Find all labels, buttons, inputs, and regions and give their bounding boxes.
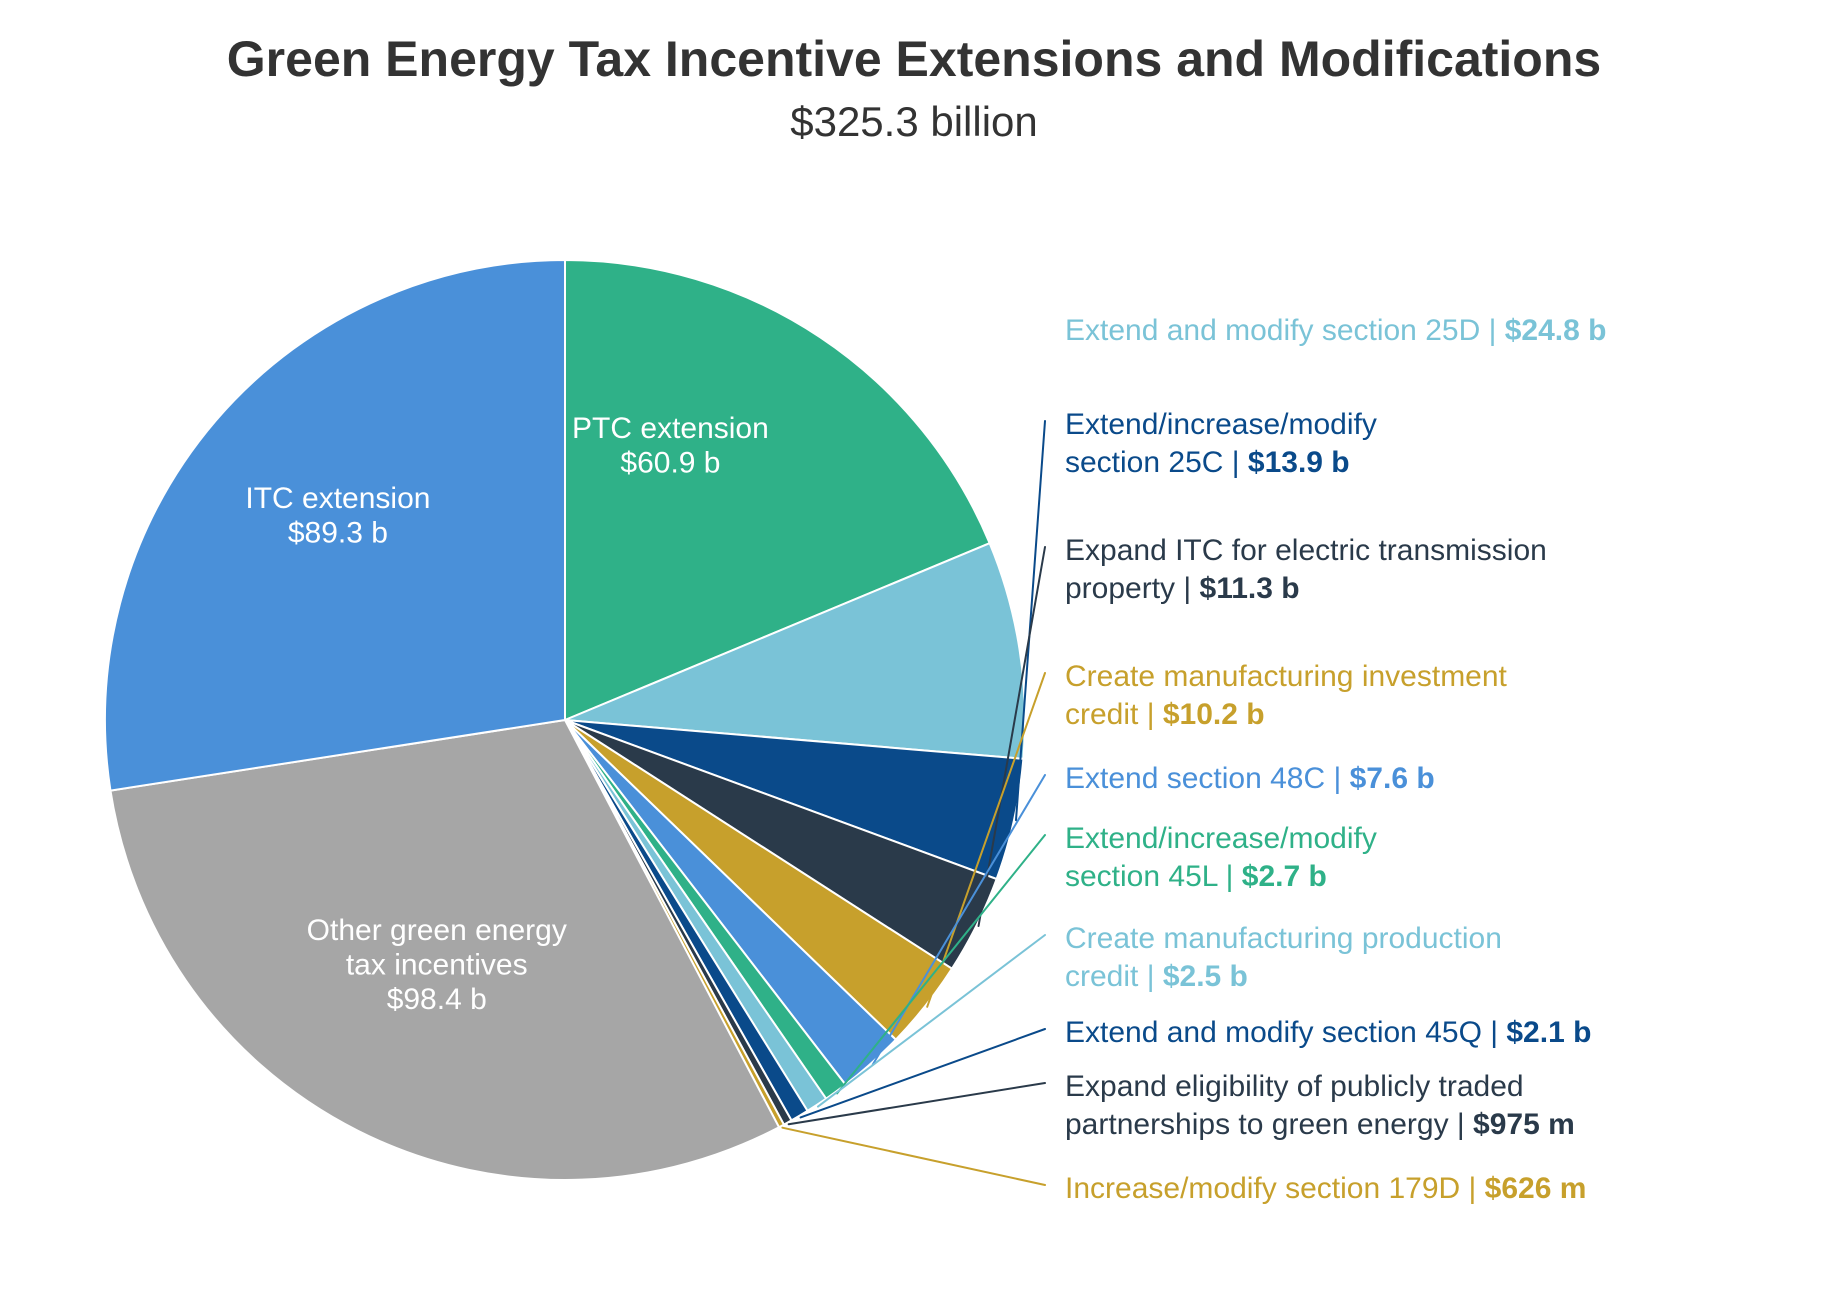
external-label: Create manufacturing production credit |…	[1065, 920, 1502, 995]
leader-line	[782, 1128, 1045, 1185]
external-label: Extend and modify section 25D | $24.8 b	[1065, 312, 1606, 350]
external-label: Extend section 48C | $7.6 b	[1065, 760, 1435, 798]
leader-line	[1016, 421, 1045, 820]
external-label: Expand ITC for electric transmission pro…	[1065, 532, 1547, 607]
external-label: Increase/modify section 179D | $626 m	[1065, 1170, 1586, 1208]
external-label: Expand eligibility of publicly traded pa…	[1065, 1068, 1575, 1143]
external-label: Extend/increase/modify section 45L | $2.…	[1065, 820, 1377, 895]
external-label: Extend/increase/modify section 25C | $13…	[1065, 406, 1377, 481]
chart-page: { "title": { "text": "Green Energy Tax I…	[0, 0, 1828, 1296]
external-label: Extend and modify section 45Q | $2.1 b	[1065, 1014, 1591, 1052]
external-label: Create manufacturing investment credit |…	[1065, 658, 1507, 733]
